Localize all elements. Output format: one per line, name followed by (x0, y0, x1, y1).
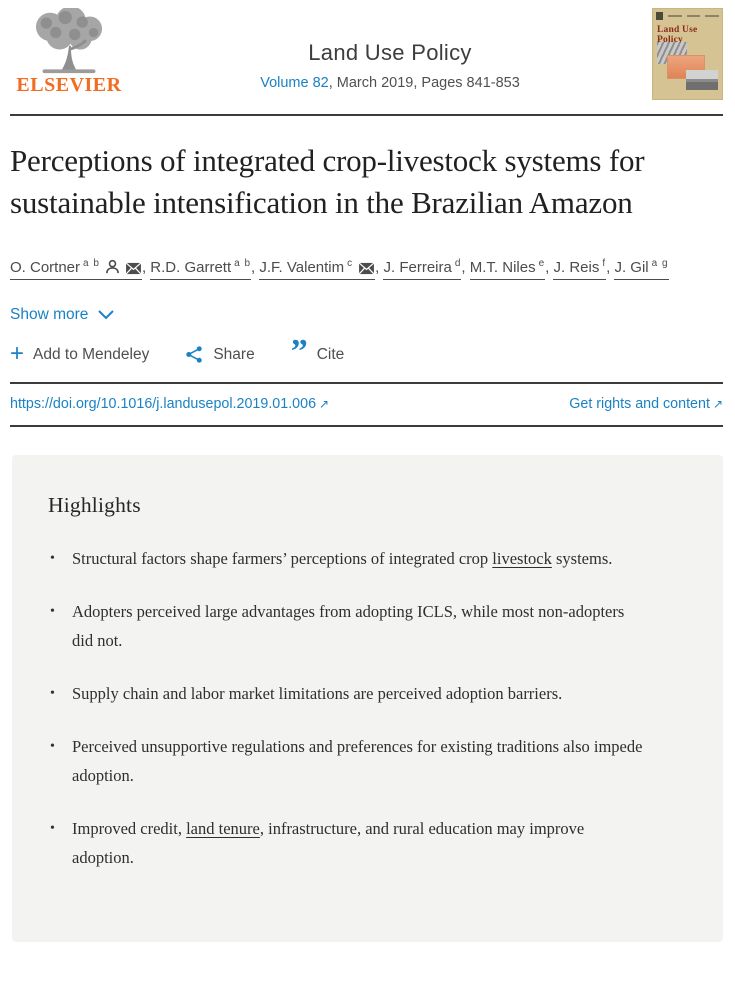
topic-term-link[interactable]: livestock (492, 549, 552, 568)
header-divider (10, 114, 723, 116)
elsevier-logo[interactable]: ELSEVIER (10, 8, 128, 97)
author-link[interactable]: R.D. Garrett a b (150, 258, 252, 280)
highlights-panel: Highlights Structural factors shape farm… (12, 455, 723, 942)
highlight-item: Perceived unsupportive regulations and p… (48, 732, 648, 790)
author-link[interactable]: J. Reis f (553, 258, 607, 280)
add-to-mendeley-label: Add to Mendeley (33, 345, 150, 363)
action-toolbar: + Add to Mendeley Share ” Cite (10, 332, 723, 370)
author-name: J. Gil (614, 259, 649, 276)
journal-title-link[interactable]: Land Use Policy (308, 40, 472, 65)
author-separator: , (545, 259, 554, 276)
doi-row: https://doi.org/10.1016/j.landusepol.201… (10, 384, 723, 425)
highlight-item: Structural factors shape farmers’ percep… (48, 544, 648, 573)
author-separator: , (461, 259, 470, 276)
issue-rest: , March 2019, Pages 841-853 (328, 75, 520, 91)
plus-icon: + (10, 339, 25, 367)
cover-topbar (656, 12, 720, 20)
cite-label: Cite (316, 345, 345, 363)
highlight-item: Improved credit, land tenure, infrastruc… (48, 814, 648, 872)
show-more-button[interactable]: Show more (10, 306, 115, 324)
cover-elsevier-tree-icon (656, 12, 663, 20)
author-affiliation-sup: d (454, 258, 462, 269)
article-title: Perceptions of integrated crop-livestock… (10, 143, 645, 220)
doi-bottom-divider (10, 425, 723, 427)
author-affiliation-sup: e (538, 258, 546, 269)
author-affiliation-sup: a g (651, 258, 669, 269)
author-name: J.F. Valentim (259, 259, 345, 276)
external-link-icon: ↗ (712, 397, 723, 411)
author-separator: , (141, 259, 151, 276)
author-separator: , (606, 259, 615, 276)
chevron-down-icon (98, 310, 115, 320)
get-rights-link[interactable]: Get rights and content ↗ (569, 396, 723, 412)
cover-journal-title: Land Use Policy (657, 25, 698, 45)
topic-term-link[interactable]: land tenure (186, 819, 260, 838)
share-button[interactable]: Share (185, 345, 255, 364)
add-to-mendeley-button[interactable]: + Add to Mendeley (10, 339, 150, 367)
share-label: Share (213, 345, 255, 363)
cite-button[interactable]: ” Cite (290, 332, 345, 370)
share-icon (185, 345, 204, 364)
envelope-icon (358, 258, 375, 284)
author-link[interactable]: O. Cortner a b (10, 258, 142, 280)
elsevier-tree-icon (10, 8, 128, 76)
journal-cover-thumbnail[interactable]: Land Use Policy (652, 8, 723, 100)
highlight-item: Adopters perceived large advantages from… (48, 597, 648, 655)
author-affiliation-sup: a b (234, 258, 252, 269)
highlights-heading: Highlights (48, 493, 141, 517)
quote-icon: ” (290, 332, 308, 370)
author-link[interactable]: J. Gil a g (614, 258, 669, 280)
issue-line: Volume 82, March 2019, Pages 841-853 (128, 75, 652, 91)
author-name: J. Reis (553, 259, 600, 276)
author-link[interactable]: M.T. Niles e (469, 258, 546, 280)
author-link[interactable]: J. Ferreira d (383, 258, 462, 280)
show-more-label: Show more (10, 306, 89, 323)
author-separator: , (251, 259, 260, 276)
doi-top-divider (10, 382, 723, 384)
author-name: R.D. Garrett (150, 259, 232, 276)
author-list: O. Cortner a b, R.D. Garrett a b, J.F. Val… (10, 251, 723, 284)
author-separator: , (375, 259, 384, 276)
volume-link[interactable]: Volume 82 (260, 75, 329, 91)
author-affiliation-sup: f (602, 258, 607, 269)
external-link-icon: ↗ (319, 397, 330, 411)
highlight-item: Supply chain and labor market limitation… (48, 679, 648, 708)
article-page: ELSEVIER Land Use Policy Volume 82, Marc… (0, 0, 735, 942)
author-name: J. Ferreira (383, 259, 452, 276)
journal-header: ELSEVIER Land Use Policy Volume 82, Marc… (10, 0, 723, 100)
cover-photo-landscape (686, 70, 718, 90)
person-icon (105, 258, 120, 284)
author-name: M.T. Niles (469, 259, 536, 276)
envelope-icon (125, 258, 142, 284)
highlights-list: Structural factors shape farmers’ percep… (48, 544, 683, 872)
author-name: O. Cortner (10, 259, 81, 276)
elsevier-wordmark: ELSEVIER (16, 74, 122, 96)
author-affiliation-sup: c (347, 258, 354, 269)
author-link[interactable]: J.F. Valentim c (259, 258, 376, 280)
doi-link[interactable]: https://doi.org/10.1016/j.landusepol.201… (10, 396, 330, 412)
author-affiliation-sup: a b (83, 258, 100, 269)
journal-meta: Land Use Policy Volume 82, March 2019, P… (128, 8, 652, 91)
